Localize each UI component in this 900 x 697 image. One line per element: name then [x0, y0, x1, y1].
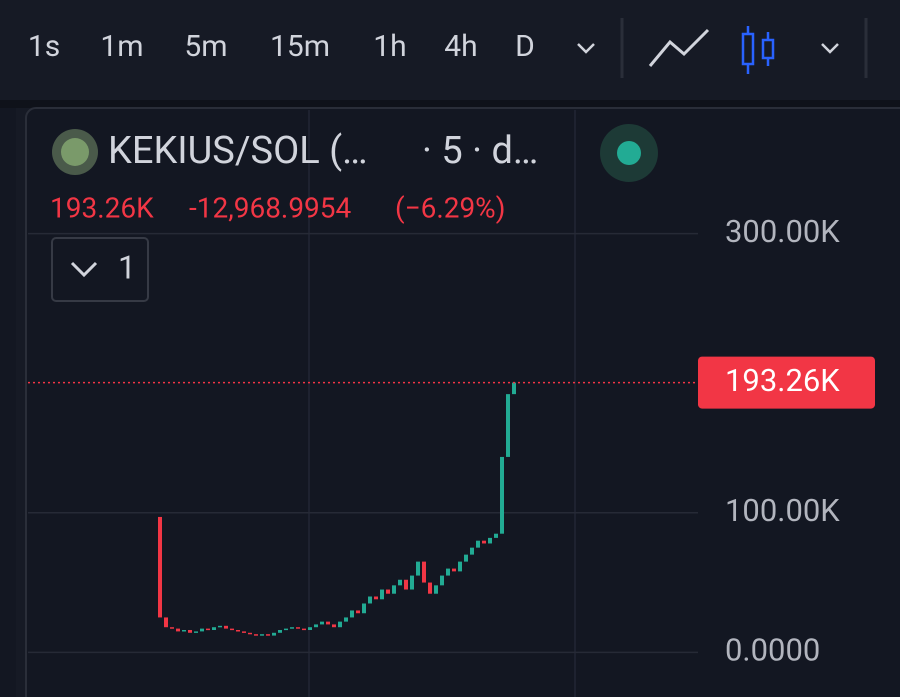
candle [422, 561, 426, 583]
candle [404, 579, 408, 590]
legend-price: 193.26K [50, 191, 154, 224]
collapse-icon [70, 261, 98, 278]
interval[interactable]: 1s [28, 29, 60, 64]
candle [344, 617, 348, 622]
candle [398, 579, 402, 586]
candle [332, 624, 336, 628]
candle [482, 540, 486, 544]
candle [320, 621, 324, 625]
candle [200, 628, 204, 632]
interval[interactable]: 1m [100, 29, 143, 64]
candle [440, 575, 444, 586]
candle [218, 625, 222, 628]
candle [500, 456, 504, 534]
candle [380, 589, 384, 600]
candle [302, 628, 306, 631]
candle [242, 631, 246, 633]
line-chart-icon[interactable] [648, 28, 710, 67]
chart-panel [25, 107, 900, 697]
y-tick-label: 300.00K [725, 213, 840, 250]
candle [488, 537, 492, 544]
candle [266, 634, 270, 636]
candle [470, 547, 474, 555]
candle [374, 596, 378, 600]
candle [338, 621, 342, 628]
legend-change: -12,968.9954 [189, 191, 352, 224]
candle [452, 568, 456, 572]
candle [284, 628, 288, 631]
candle [464, 554, 468, 562]
interval[interactable]: 4h [444, 29, 477, 64]
chart-type-dropdown[interactable] [821, 43, 839, 54]
candle [446, 568, 450, 576]
interval-dropdown[interactable] [577, 43, 595, 54]
divider [0, 100, 900, 108]
candle [392, 585, 396, 594]
candle [314, 624, 318, 628]
candle [476, 540, 480, 548]
interval[interactable]: D [515, 29, 535, 64]
candle [308, 627, 312, 631]
legend-change-percent: (−6.29%) [395, 191, 505, 224]
candle [356, 610, 360, 614]
candle [158, 516, 162, 618]
indicator-count: 1 [118, 248, 136, 286]
candle [326, 621, 330, 625]
candle [296, 627, 300, 629]
candle [224, 625, 228, 629]
candle [248, 632, 252, 635]
candle [458, 561, 462, 572]
candle [386, 589, 390, 594]
candle [212, 627, 216, 631]
candle [254, 634, 258, 636]
candle [368, 596, 372, 604]
symbol-avatar-detail [61, 138, 89, 166]
plot [28, 232, 698, 654]
candle [176, 628, 180, 632]
candle [182, 630, 186, 632]
side-panel [0, 108, 16, 697]
candle [494, 533, 498, 538]
candle [236, 630, 240, 632]
candle [506, 394, 510, 457]
y-tick-label: 0.0000 [725, 632, 820, 669]
interval[interactable]: 5m [184, 29, 227, 64]
candle [194, 631, 198, 633]
candle [512, 382, 516, 395]
candle-chart-icon[interactable] [741, 26, 775, 74]
candle [278, 630, 282, 633]
candle [290, 627, 294, 629]
interval[interactable]: 15m [270, 29, 330, 64]
candle [428, 582, 432, 594]
candle [362, 603, 366, 614]
interval-info: · 5 · d… [422, 129, 538, 173]
candle [188, 630, 192, 633]
last-price-label: 193.26K [725, 362, 840, 399]
last-price-badge [698, 356, 875, 409]
candle [416, 561, 420, 576]
candle [164, 617, 168, 628]
interval[interactable]: 1h [373, 29, 406, 64]
candle [170, 627, 174, 629]
symbol: KEKIUS/SOL (… [108, 129, 368, 173]
candle [260, 634, 264, 636]
indicator-toggle[interactable] [51, 237, 149, 302]
y-tick-label: 100.00K [725, 492, 840, 529]
candle [350, 610, 354, 618]
candle [272, 632, 276, 636]
candle [434, 585, 438, 594]
candle [230, 628, 234, 631]
candle [206, 628, 210, 631]
status-dot [617, 141, 641, 165]
candle [410, 575, 414, 590]
